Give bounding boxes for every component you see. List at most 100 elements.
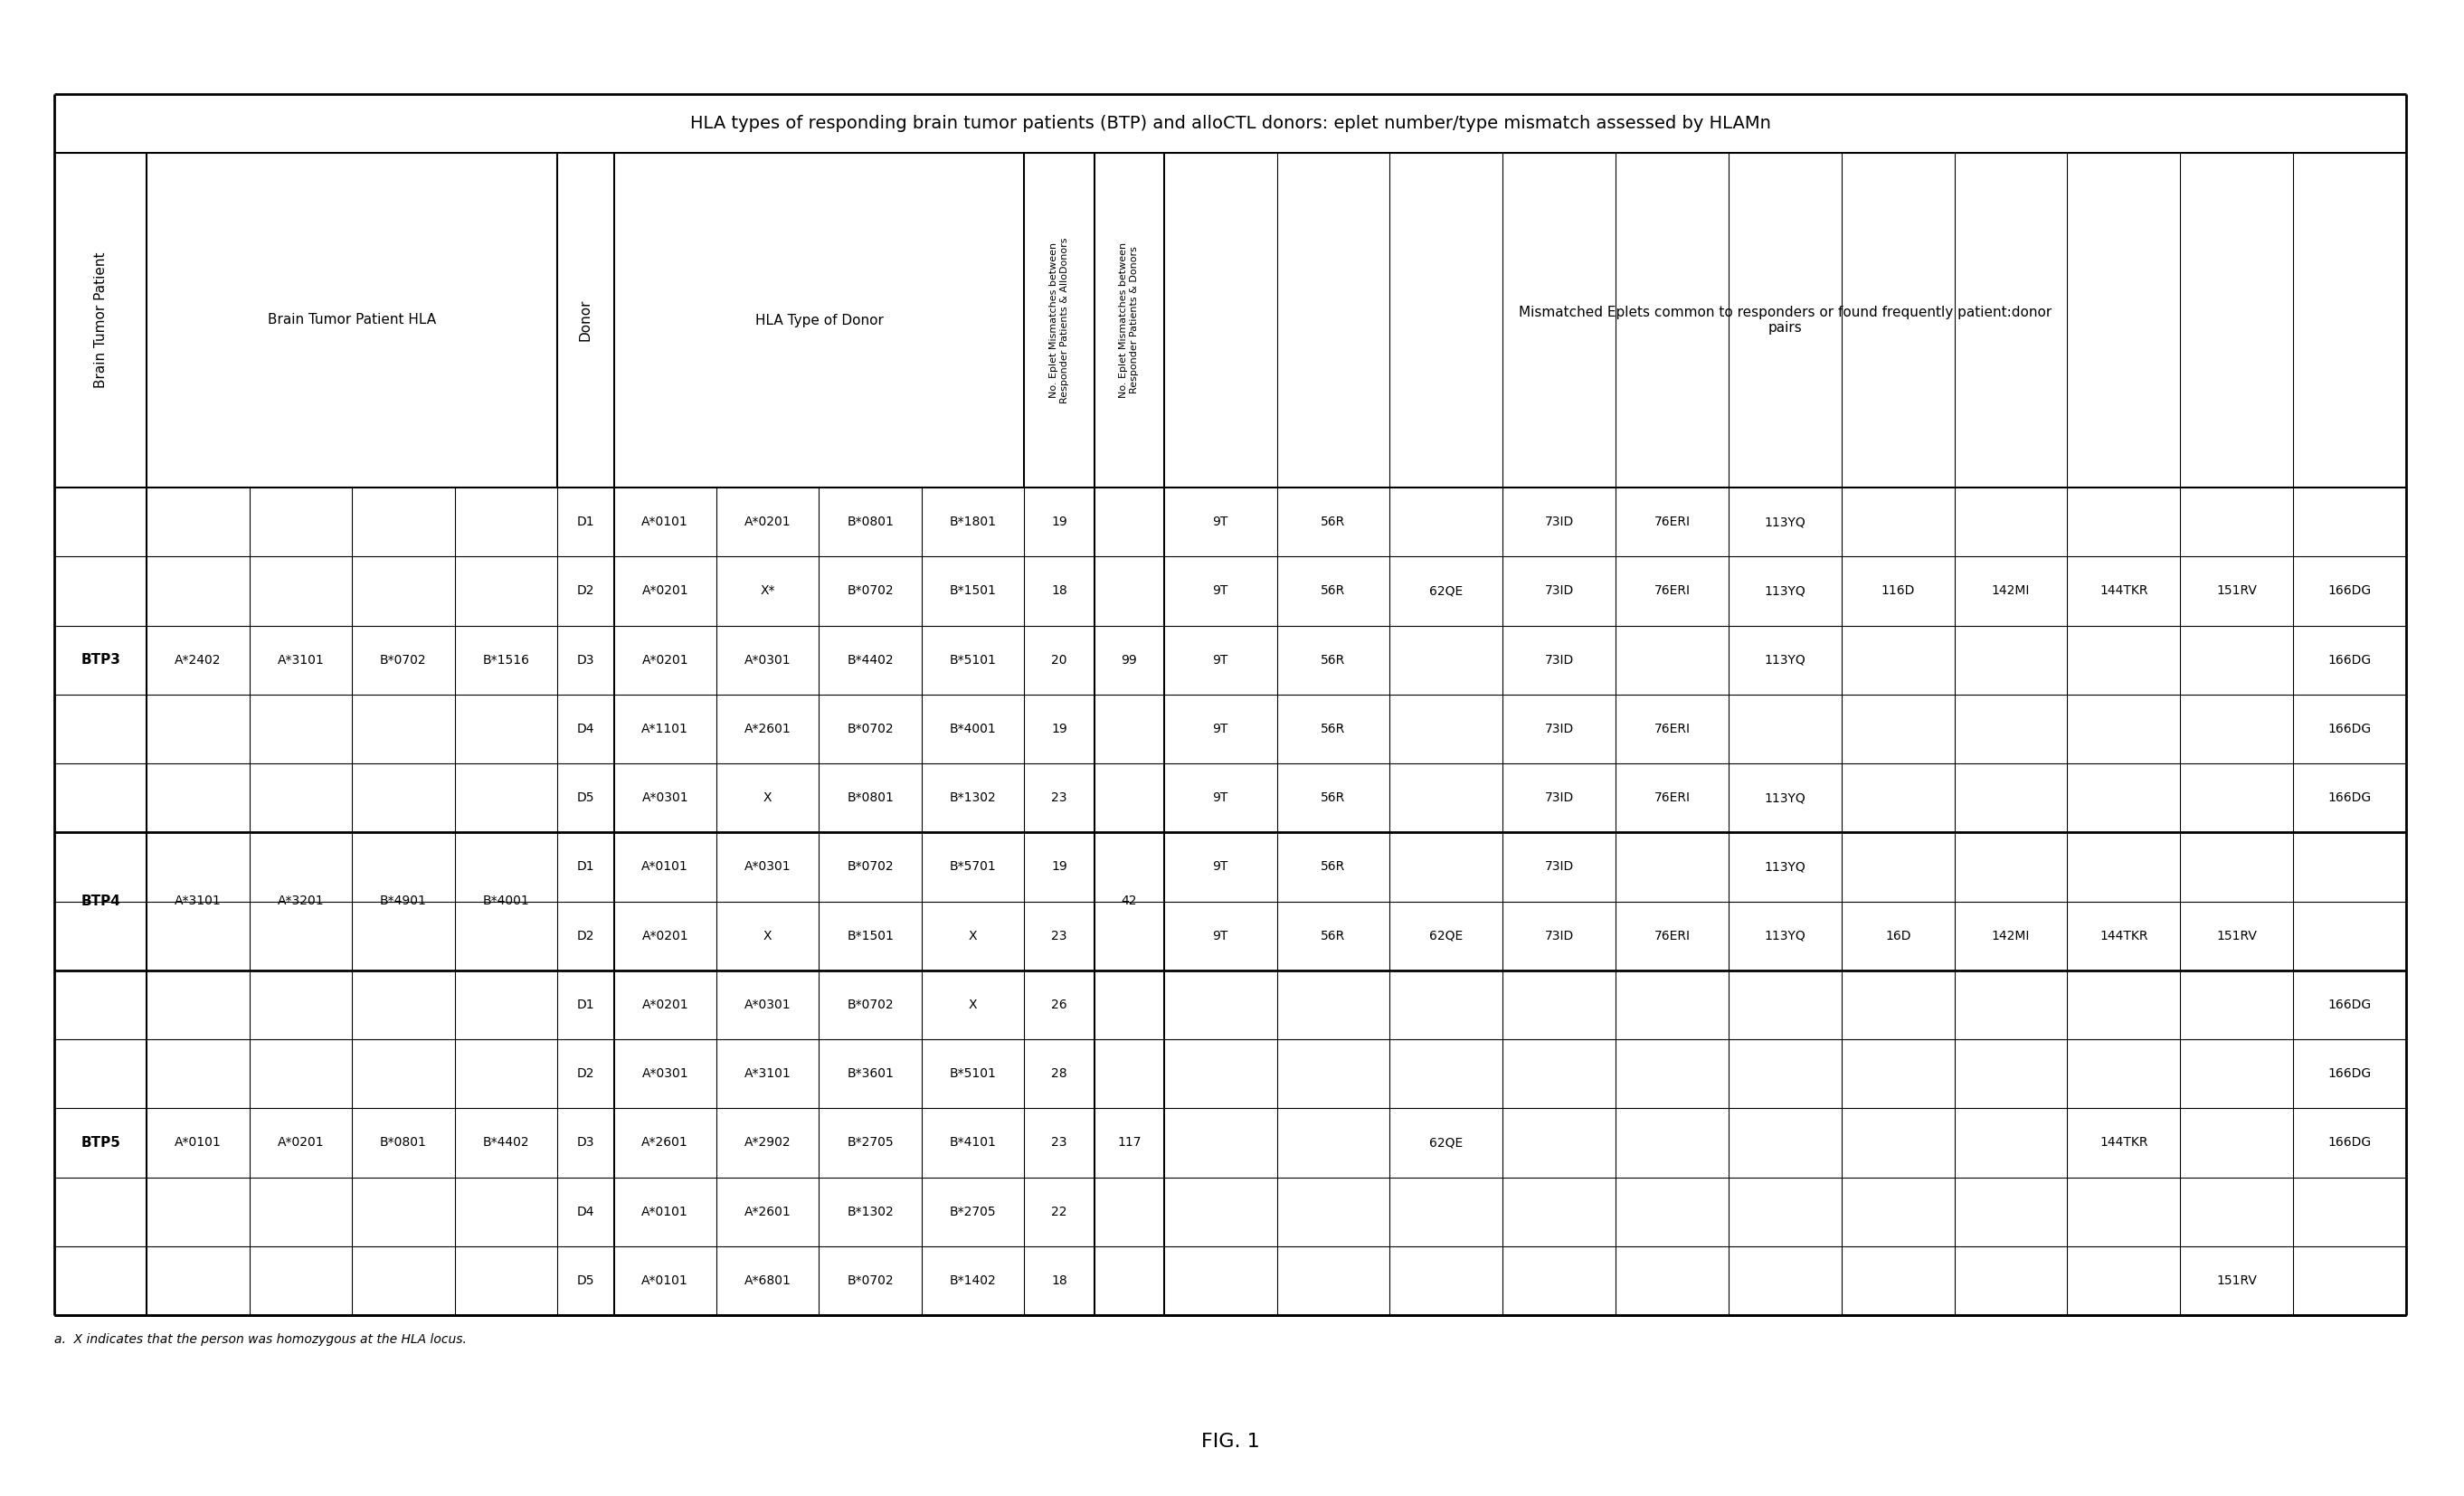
Text: 56R: 56R (1321, 929, 1345, 942)
Text: 73ID: 73ID (1545, 723, 1574, 735)
Text: 73ID: 73ID (1545, 791, 1574, 805)
Text: 73ID: 73ID (1545, 654, 1574, 666)
Text: 19: 19 (1052, 860, 1067, 874)
Text: 73ID: 73ID (1545, 860, 1574, 874)
Text: D5: D5 (577, 1275, 594, 1287)
Text: a.  X indicates that the person was homozygous at the HLA locus.: a. X indicates that the person was homoz… (54, 1333, 466, 1346)
Text: A*0101: A*0101 (641, 1275, 687, 1287)
Text: A*0301: A*0301 (744, 998, 791, 1011)
Text: 73ID: 73ID (1545, 929, 1574, 942)
Text: 113YQ: 113YQ (1764, 654, 1806, 666)
Text: B*2705: B*2705 (949, 1206, 995, 1218)
Text: B*1516: B*1516 (483, 654, 530, 666)
Text: A*2601: A*2601 (744, 723, 791, 735)
Text: B*4001: B*4001 (949, 723, 995, 735)
Text: 62QE: 62QE (1429, 929, 1464, 942)
Text: D2: D2 (577, 585, 594, 597)
Text: D2: D2 (577, 1067, 594, 1080)
Text: B*4402: B*4402 (483, 1137, 530, 1149)
Text: A*0201: A*0201 (641, 585, 687, 597)
Text: HLA types of responding brain tumor patients (BTP) and alloCTL donors: eplet num: HLA types of responding brain tumor pati… (690, 115, 1772, 132)
Text: A*2601: A*2601 (744, 1206, 791, 1218)
Text: X: X (968, 998, 978, 1011)
Text: D1: D1 (577, 860, 594, 874)
Text: A*0301: A*0301 (744, 860, 791, 874)
Text: B*0801: B*0801 (848, 791, 894, 805)
Text: 23: 23 (1052, 791, 1067, 805)
Text: A*0101: A*0101 (641, 1206, 687, 1218)
Text: B*0702: B*0702 (848, 860, 894, 874)
Text: 62QE: 62QE (1429, 1137, 1464, 1149)
Text: 144TKR: 144TKR (2099, 929, 2149, 942)
Text: 9T: 9T (1212, 654, 1227, 666)
Text: A*0201: A*0201 (641, 998, 687, 1011)
Text: 62QE: 62QE (1429, 585, 1464, 597)
Text: D1: D1 (577, 998, 594, 1011)
Text: B*1501: B*1501 (949, 585, 995, 597)
Text: B*0801: B*0801 (379, 1137, 426, 1149)
Text: A*0101: A*0101 (641, 860, 687, 874)
Text: 9T: 9T (1212, 516, 1227, 528)
Text: B*4001: B*4001 (483, 895, 530, 908)
Text: 76ERI: 76ERI (1653, 929, 1690, 942)
Text: A*6801: A*6801 (744, 1275, 791, 1287)
Text: 113YQ: 113YQ (1764, 791, 1806, 805)
Text: 23: 23 (1052, 1137, 1067, 1149)
Text: 9T: 9T (1212, 791, 1227, 805)
Text: 166DG: 166DG (2328, 654, 2370, 666)
Text: BTP5: BTP5 (81, 1135, 121, 1149)
Text: D5: D5 (577, 791, 594, 805)
Text: 151RV: 151RV (2218, 929, 2257, 942)
Text: A*0101: A*0101 (641, 516, 687, 528)
Text: D4: D4 (577, 1206, 594, 1218)
Text: HLA Type of Donor: HLA Type of Donor (754, 313, 882, 328)
Text: B*0801: B*0801 (848, 516, 894, 528)
Text: A*3201: A*3201 (278, 895, 323, 908)
Text: D4: D4 (577, 723, 594, 735)
Text: Donor: Donor (579, 299, 591, 341)
Text: A*0201: A*0201 (278, 1137, 323, 1149)
Text: Brain Tumor Patient: Brain Tumor Patient (94, 253, 108, 389)
Text: 18: 18 (1052, 1275, 1067, 1287)
Text: B*0702: B*0702 (848, 998, 894, 1011)
Text: D1: D1 (577, 516, 594, 528)
Text: B*1302: B*1302 (949, 791, 995, 805)
Text: B*0702: B*0702 (848, 585, 894, 597)
Text: 76ERI: 76ERI (1653, 723, 1690, 735)
Text: D3: D3 (577, 654, 594, 666)
Text: 142MI: 142MI (1991, 929, 2030, 942)
Text: No. Eplet Mismatches between
Responder Patients & Donors: No. Eplet Mismatches between Responder P… (1119, 242, 1138, 398)
Text: 16D: 16D (1885, 929, 1912, 942)
Text: A*0301: A*0301 (744, 654, 791, 666)
Text: B*1801: B*1801 (949, 516, 995, 528)
Text: B*1302: B*1302 (848, 1206, 894, 1218)
Text: Brain Tumor Patient HLA: Brain Tumor Patient HLA (269, 313, 436, 328)
Text: 9T: 9T (1212, 585, 1227, 597)
Text: No. Eplet Mismatches between
Responder Patients & AlloDonors: No. Eplet Mismatches between Responder P… (1050, 238, 1069, 402)
Text: 56R: 56R (1321, 860, 1345, 874)
Text: B*5101: B*5101 (949, 654, 995, 666)
Text: B*5701: B*5701 (949, 860, 995, 874)
Text: B*1402: B*1402 (949, 1275, 995, 1287)
Text: B*0702: B*0702 (848, 1275, 894, 1287)
Text: 151RV: 151RV (2218, 1275, 2257, 1287)
Text: A*0301: A*0301 (641, 1067, 687, 1080)
Text: 26: 26 (1052, 998, 1067, 1011)
Text: 56R: 56R (1321, 654, 1345, 666)
Text: 9T: 9T (1212, 860, 1227, 874)
Text: A*1101: A*1101 (641, 723, 687, 735)
Text: 116D: 116D (1880, 585, 1915, 597)
Text: 56R: 56R (1321, 516, 1345, 528)
Text: 99: 99 (1121, 654, 1136, 666)
Text: B*0702: B*0702 (379, 654, 426, 666)
Text: 113YQ: 113YQ (1764, 860, 1806, 874)
Text: B*5101: B*5101 (949, 1067, 995, 1080)
Text: BTP4: BTP4 (81, 895, 121, 908)
Text: 9T: 9T (1212, 723, 1227, 735)
Text: A*0201: A*0201 (744, 516, 791, 528)
Text: B*4402: B*4402 (848, 654, 894, 666)
Text: 28: 28 (1052, 1067, 1067, 1080)
Text: X: X (764, 929, 771, 942)
Text: 166DG: 166DG (2328, 998, 2370, 1011)
Text: BTP3: BTP3 (81, 654, 121, 667)
